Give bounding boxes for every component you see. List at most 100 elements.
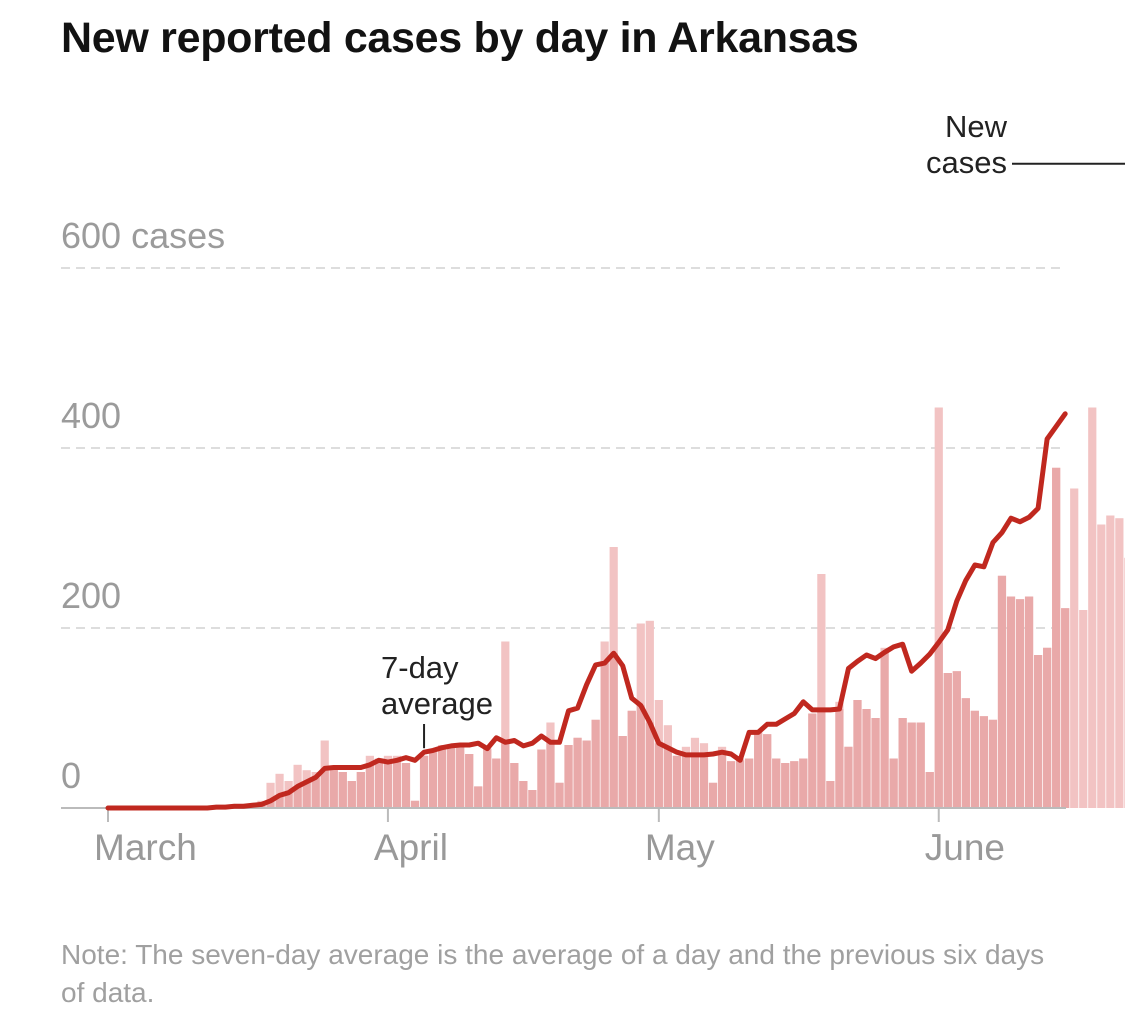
bar-overlap-shade — [447, 745, 456, 808]
bar-overlap-shade — [347, 781, 356, 808]
bar-overlap-shade — [708, 782, 718, 808]
bar-overlap-shade — [790, 761, 799, 808]
bar-overlap-shade — [799, 758, 808, 808]
bar-overlap-shade — [501, 742, 510, 808]
bar-overlap-shade — [483, 748, 492, 808]
bar-overlap-shade — [383, 762, 393, 808]
bar-overlap-shade — [302, 781, 311, 808]
bar-overlap-shade — [266, 800, 275, 808]
bar-overlap-shade — [573, 737, 582, 808]
new-cases-bar — [266, 782, 275, 808]
bar-overlap-shade — [636, 705, 645, 808]
bar-overlap-shade — [419, 755, 429, 808]
new-cases-bar — [1070, 488, 1079, 808]
bar-overlap-shade — [374, 760, 383, 808]
bar-overlap-shade — [465, 754, 474, 808]
bar-overlap-shade — [654, 743, 663, 808]
bar-overlap-shade — [717, 752, 727, 808]
bar-overlap-shade — [862, 709, 871, 808]
bar-overlap-shade — [519, 781, 528, 808]
bar-overlap-shade — [681, 754, 691, 808]
bar-overlap-shade — [456, 746, 465, 808]
bar-overlap-shade — [537, 749, 546, 808]
y-tick-label: 0 — [61, 755, 81, 796]
bar-overlap-shade — [880, 652, 889, 808]
bar-overlap-shade — [690, 754, 700, 808]
bar-overlap-shade — [428, 752, 438, 808]
bar-overlap-shade — [672, 755, 681, 808]
bar-overlap-shade — [997, 575, 1007, 808]
new-cases-bar — [934, 407, 943, 808]
bar-overlap-shade — [645, 722, 654, 808]
bar-overlap-shade — [1015, 599, 1025, 808]
bar-overlap-shade — [979, 716, 989, 808]
new-cases-bar — [1079, 610, 1088, 808]
x-tick-label: April — [374, 827, 448, 868]
bar-overlap-shade — [600, 663, 609, 808]
chart: 600 cases 400 200 0 March April May June Newca… — [61, 109, 1125, 868]
chart-title: New reported cases by day in Arkansas — [61, 14, 859, 62]
bars-new-cases — [212, 407, 1125, 808]
bar-overlap-shade — [781, 763, 790, 808]
bar-overlap-shade — [338, 772, 347, 808]
y-axis-labels: 600 cases 400 200 0 — [61, 215, 225, 796]
bar-overlap-shade — [365, 764, 374, 808]
bar-overlap-shade — [329, 767, 338, 808]
bar-overlap-shade — [988, 719, 998, 808]
new-cases-bar — [1115, 518, 1124, 808]
bar-overlap-shade — [889, 758, 898, 808]
bar-overlap-shade — [546, 742, 555, 808]
bar-overlap-shade — [492, 758, 501, 808]
bar-overlap-shade — [826, 781, 835, 808]
bar-overlap-shade — [311, 777, 320, 808]
bar-overlap-shade — [1033, 655, 1043, 808]
bar-overlap-shade — [275, 795, 284, 808]
new-cases-bar — [645, 620, 654, 808]
bar-overlap-shade — [763, 734, 772, 808]
bar-overlap-shade — [726, 761, 736, 808]
y-tick-label: 400 — [61, 395, 121, 436]
bar-overlap-shade — [510, 763, 519, 808]
bar-overlap-shade — [808, 713, 817, 808]
bar-overlap-shade — [970, 710, 979, 808]
bar-overlap-shade — [853, 700, 862, 808]
x-tick-label: May — [645, 827, 715, 868]
new-cases-bar — [275, 773, 284, 808]
bar-overlap-shade — [961, 698, 970, 808]
chart-note: Note: The seven-day average is the avera… — [61, 939, 1045, 1008]
bar-overlap-shade — [555, 782, 564, 808]
bar-overlap-shade — [474, 786, 483, 808]
bar-overlap-shade — [410, 800, 420, 808]
bar-overlap-shade — [772, 758, 781, 808]
bar-overlap-shade — [1024, 596, 1034, 808]
seven-day-average-series — [105, 411, 1068, 811]
annotation-text: cases — [926, 145, 1007, 180]
bar-overlap-shade — [871, 718, 880, 808]
bar-overlap-shade — [1061, 608, 1070, 808]
bar-overlap-shade — [754, 732, 763, 808]
bar-overlap-shade — [564, 745, 573, 808]
bar-overlap-shade — [609, 653, 618, 808]
bar-overlap-shade — [591, 719, 600, 808]
y-tick-label: 600 cases — [61, 215, 225, 256]
x-tick-label: June — [925, 827, 1005, 868]
bar-overlap-shade — [817, 709, 826, 808]
bar-overlap-shade — [907, 722, 916, 808]
gridlines — [61, 267, 1066, 629]
bar-overlap-shade — [952, 671, 961, 808]
bar-overlap-shade — [528, 790, 537, 808]
bar-overlap-shade — [934, 642, 943, 808]
bar-overlap-shade — [745, 758, 754, 808]
bar-overlap-shade — [392, 760, 402, 808]
x-axis: March April May June — [61, 807, 1066, 868]
y-tick-label: 200 — [61, 575, 121, 616]
new-cases-bar — [1106, 515, 1115, 808]
new-cases-bar — [1097, 524, 1106, 808]
bar-overlap-shade — [663, 747, 672, 808]
bar-overlap-shade — [844, 746, 853, 808]
bar-overlap-shade — [916, 722, 925, 808]
bar-overlap-shade — [284, 792, 293, 808]
new-cases-bar — [817, 574, 826, 808]
annotation-text: 7-day — [381, 650, 459, 685]
